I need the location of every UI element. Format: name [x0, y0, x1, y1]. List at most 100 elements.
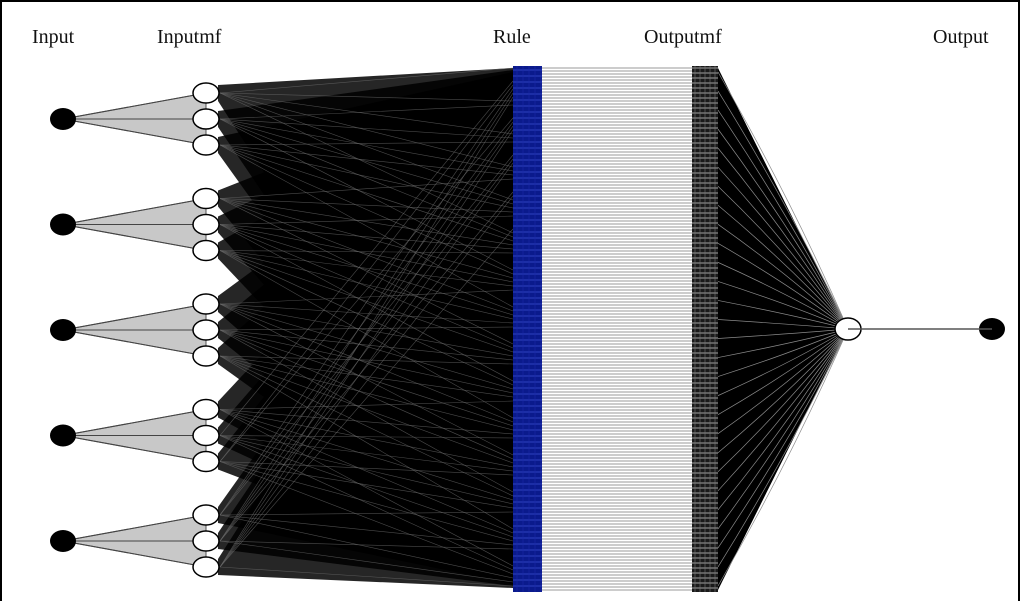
- input-node: [50, 108, 76, 130]
- output-fan-curve: [717, 328, 849, 473]
- input-mf-link: [62, 198, 207, 225]
- mf-connection-line: [219, 144, 514, 242]
- mf-connection-line: [219, 88, 514, 516]
- outputmf-layer-grid: [692, 66, 718, 592]
- inputmf-node: [192, 213, 220, 236]
- input-node: [50, 319, 76, 341]
- mf-connection-line: [219, 118, 514, 205]
- mf-connection-line: [219, 514, 514, 579]
- output-fan-curve: [717, 166, 849, 330]
- inputmf-node: [192, 556, 220, 578]
- mf-connection-line: [219, 355, 514, 530]
- mf-connection-line: [219, 118, 514, 238]
- mf-connection-line: [219, 224, 514, 283]
- input-mf-link: [62, 514, 207, 542]
- rule-to-outputmf-connections: [542, 66, 692, 592]
- output-fan-curve: [717, 328, 849, 434]
- mf-connection-line: [219, 92, 514, 102]
- output-fan-curve: [717, 185, 849, 330]
- inputmf-node: [192, 345, 220, 367]
- mf-connection-line: [219, 104, 514, 120]
- rule-layer-block: [513, 66, 542, 592]
- mf-connection-line: [219, 121, 514, 516]
- inputmf-node: [192, 187, 220, 210]
- inputmf-node: [192, 398, 220, 421]
- mf-connection-line: [219, 92, 514, 135]
- inputmf-node: [192, 82, 220, 104]
- output-fan-curve: [717, 281, 849, 330]
- mf-connection-line: [219, 67, 514, 94]
- input-mf-link: [62, 92, 207, 120]
- output-fan-curve: [717, 128, 849, 330]
- input-node: [50, 530, 76, 552]
- mf-connection-line: [219, 117, 514, 462]
- mf-connection-line: [219, 129, 514, 568]
- mf-connection-line: [219, 409, 514, 567]
- mf-connection-line: [219, 162, 514, 568]
- mf-connection-line: [219, 250, 514, 419]
- mf-connection-line: [219, 224, 514, 382]
- mf-connection-line: [219, 228, 514, 568]
- output-layer-label: Output: [933, 26, 989, 48]
- input-mf-link: [62, 118, 207, 146]
- mf-connection-line: [219, 118, 514, 271]
- input-mf-link: [62, 303, 207, 331]
- output-fan-curve: [717, 328, 849, 530]
- mf-connection-line: [219, 118, 514, 139]
- output-fan-curve: [717, 109, 849, 330]
- mf-connection-line: [219, 198, 514, 246]
- inputmf-node: [192, 450, 220, 473]
- output-fan-curve: [717, 204, 849, 330]
- mf-connection-line: [219, 92, 514, 542]
- mf-connection-line: [219, 224, 514, 316]
- mf-connection-line: [219, 92, 514, 168]
- mf-connection-line: [219, 461, 514, 575]
- outputmf-layer-label: Outputmf: [644, 26, 722, 48]
- mf-connection-line: [219, 303, 514, 456]
- output-fan-curve: [717, 328, 849, 492]
- output-fan-curve: [717, 328, 849, 454]
- mf-connection-line: [219, 158, 514, 542]
- mf-connection-line: [219, 250, 514, 320]
- mf-connection-line: [219, 198, 514, 312]
- inputmf-node: [192, 134, 220, 156]
- inputmf-node: [192, 239, 220, 262]
- output-fan-curve: [717, 224, 849, 330]
- mf-connection-line: [219, 84, 514, 462]
- output-fan-curve: [717, 147, 849, 330]
- mf-connection-line: [219, 303, 514, 357]
- mf-to-rule-connections: [218, 67, 514, 588]
- output-fan-curve: [717, 243, 849, 330]
- output-fan-curve: [717, 328, 849, 587]
- output-fan-curve: [717, 328, 849, 415]
- input-node: [50, 424, 76, 447]
- mf-connection-line: [219, 250, 514, 386]
- mf-connection-line: [219, 144, 514, 176]
- mf-connection-line: [219, 409, 514, 501]
- mf-connection-line: [219, 125, 514, 542]
- mf-connection-line: [219, 435, 514, 505]
- mf-connection-line: [219, 250, 514, 353]
- mf-connection-line: [219, 92, 514, 234]
- mf-connection-line: [219, 409, 514, 468]
- input-mf-link: [62, 435, 207, 462]
- mf-connection-line: [219, 195, 514, 568]
- output-fan-curve: [717, 90, 849, 330]
- mf-connection-line: [219, 144, 514, 209]
- mf-connection-line: [219, 224, 514, 349]
- output-fan-curve: [717, 71, 849, 330]
- mf-connection-line: [219, 329, 514, 427]
- inputmf-node: [192, 530, 220, 552]
- mf-connection-line: [219, 191, 514, 542]
- inputmf-node: [192, 108, 220, 130]
- inputmf-node: [192, 504, 220, 526]
- input-layer-label: Input: [32, 26, 75, 48]
- mf-connection-line: [219, 355, 514, 497]
- input-mf-link: [62, 540, 207, 568]
- output-fan-curve: [717, 328, 849, 511]
- mf-connection-line: [219, 303, 514, 423]
- mf-connection-line: [219, 566, 514, 587]
- input-mf-link: [62, 409, 207, 436]
- mf-connection-line: [219, 92, 514, 201]
